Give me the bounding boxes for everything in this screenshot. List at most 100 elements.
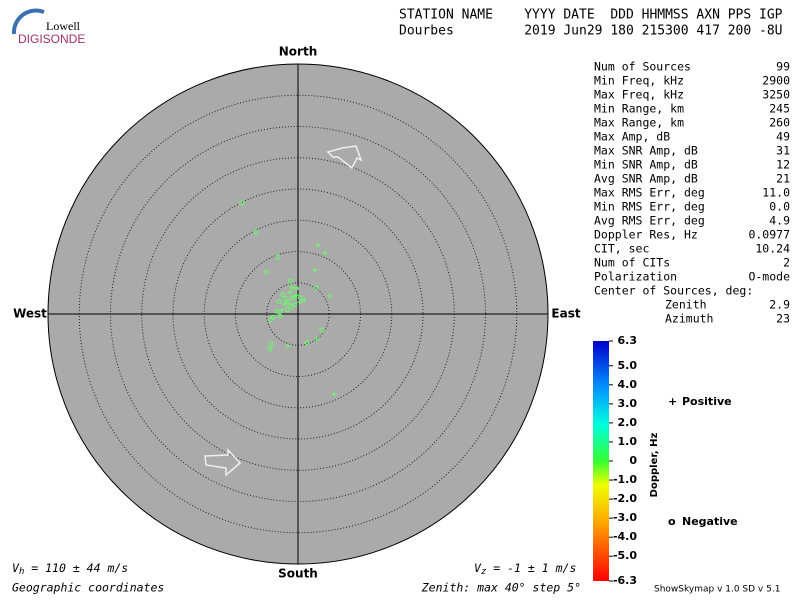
stat-label: Min Range, km — [594, 102, 684, 116]
vz-label: Vz = -1 ± 1 m/s — [474, 561, 576, 577]
colorbar-tick-label: -5.0 — [613, 549, 637, 562]
legend-label: Negative — [682, 515, 738, 528]
colorbar-tick-label: -1.0 — [613, 473, 637, 486]
stat-label: Min SNR Amp, dB — [594, 158, 698, 172]
stat-label: CIT, sec — [594, 242, 649, 256]
legend-symbol: o — [668, 515, 676, 528]
stat-value: 3250 — [762, 88, 790, 102]
stat-value: 49 — [776, 130, 790, 144]
source-circle — [239, 200, 245, 206]
colorbar-tick-label: 4.0 — [618, 378, 638, 391]
stat-label: Max Freq, kHz — [594, 88, 684, 102]
source-circle — [293, 285, 299, 291]
vh-text: = 110 ± 44 m/s — [24, 561, 128, 575]
source-plus — [301, 297, 307, 303]
stat-value: 99 — [776, 60, 790, 74]
source-circle — [313, 285, 319, 291]
header-line: Dourbes 2019 Jun29 180 215300 417 200 -8… — [399, 24, 783, 39]
stat-label: Num of CITs — [594, 256, 670, 270]
source-circle — [284, 307, 290, 313]
colorbar-tick-label: -3.0 — [613, 511, 637, 524]
source-circle — [280, 292, 286, 298]
center-row-label: Zenith — [665, 298, 707, 312]
stat-value: 0.0 — [769, 200, 790, 214]
stat-label: Polarization — [594, 270, 677, 284]
colorbar-title: Doppler, Hz — [649, 433, 660, 498]
stat-value: 12 — [776, 158, 790, 172]
source-circle — [286, 299, 292, 305]
source-plus — [287, 289, 293, 295]
colorbar-tick-label: 1.0 — [618, 435, 638, 448]
center-row-value: 23 — [776, 312, 790, 326]
stat-value: 31 — [776, 144, 790, 158]
direction-label: East — [551, 307, 580, 321]
source-plus — [282, 301, 288, 307]
source-plus — [297, 299, 303, 305]
source-plus — [289, 285, 295, 291]
source-circle — [283, 296, 289, 302]
source-circle — [304, 340, 310, 346]
colorbar-tick-label: 3.0 — [618, 397, 638, 410]
vz-text: = -1 ± 1 m/s — [486, 561, 576, 575]
source-circle — [253, 229, 259, 235]
source-plus — [294, 292, 300, 298]
legend-label: Positive — [682, 395, 732, 408]
source-circle — [288, 279, 293, 284]
source-circle — [276, 299, 282, 304]
colorbar-tick-label: -6.3 — [613, 574, 637, 587]
stat-label: Avg SNR Amp, dB — [594, 172, 698, 186]
source-circle — [274, 309, 280, 314]
vh-sub: h — [19, 567, 24, 577]
colorbar-tick-label: 2.0 — [618, 416, 638, 429]
logo-top: Lowell — [46, 19, 81, 33]
logo-bottom: DIGISONDE — [18, 32, 85, 46]
source-circle — [290, 295, 296, 301]
source-circle — [268, 341, 274, 347]
vh-symbol: V — [12, 561, 20, 575]
stat-value: 11.0 — [762, 186, 790, 200]
zenith-label: Zenith: max 40° step 5° — [421, 581, 581, 595]
direction-label: North — [279, 45, 317, 59]
stat-value: O-mode — [748, 270, 790, 284]
source-circle — [275, 254, 281, 260]
center-row-value: 2.9 — [769, 298, 790, 312]
vz-sub: z — [481, 567, 486, 577]
stat-value: 21 — [776, 172, 790, 186]
legend-symbol: + — [668, 395, 677, 408]
source-circle — [263, 269, 269, 275]
source-plus — [315, 242, 321, 248]
source-plus — [285, 343, 291, 349]
colorbar-tick-label: -4.0 — [613, 530, 637, 543]
vh-label: Vh = 110 ± 44 m/s — [12, 561, 128, 577]
source-plus — [322, 250, 328, 256]
stat-value: 2 — [783, 256, 790, 270]
coords-label: Geographic coordinates — [12, 581, 164, 595]
arrow-icon — [204, 448, 242, 477]
stat-value: 10.24 — [755, 242, 790, 256]
source-plus — [312, 267, 318, 273]
stat-value: 4.9 — [769, 214, 790, 228]
arrow-icon — [326, 145, 363, 170]
colorbar-tick-label: 5.0 — [618, 359, 638, 372]
stat-value: 2900 — [762, 74, 790, 88]
center-label: Center of Sources, deg: — [594, 284, 753, 298]
stat-label: Doppler Res, Hz — [594, 228, 698, 242]
stat-label: Max SNR Amp, dB — [594, 144, 698, 158]
logo-swoosh — [11, 8, 45, 35]
source-plus — [279, 307, 285, 313]
source-circle — [267, 346, 273, 352]
source-plus — [314, 336, 320, 342]
source-circle — [270, 314, 276, 320]
stat-label: Max RMS Err, deg — [594, 186, 705, 200]
colorbar — [593, 341, 609, 581]
stat-label: Min Freq, kHz — [594, 74, 684, 88]
source-circle — [319, 327, 325, 333]
stat-label: Num of Sources — [594, 60, 691, 74]
stat-label: Max Range, km — [594, 116, 684, 130]
stat-value: 260 — [769, 116, 790, 130]
source-circle — [292, 302, 298, 308]
version-label: ShowSkymap v 1.0 SD v 5.1 — [654, 585, 780, 595]
center-row-label: Azimuth — [665, 312, 713, 326]
header-line: STATION NAME YYYY DATE DDD HHMMSS AXN PP… — [399, 8, 783, 23]
